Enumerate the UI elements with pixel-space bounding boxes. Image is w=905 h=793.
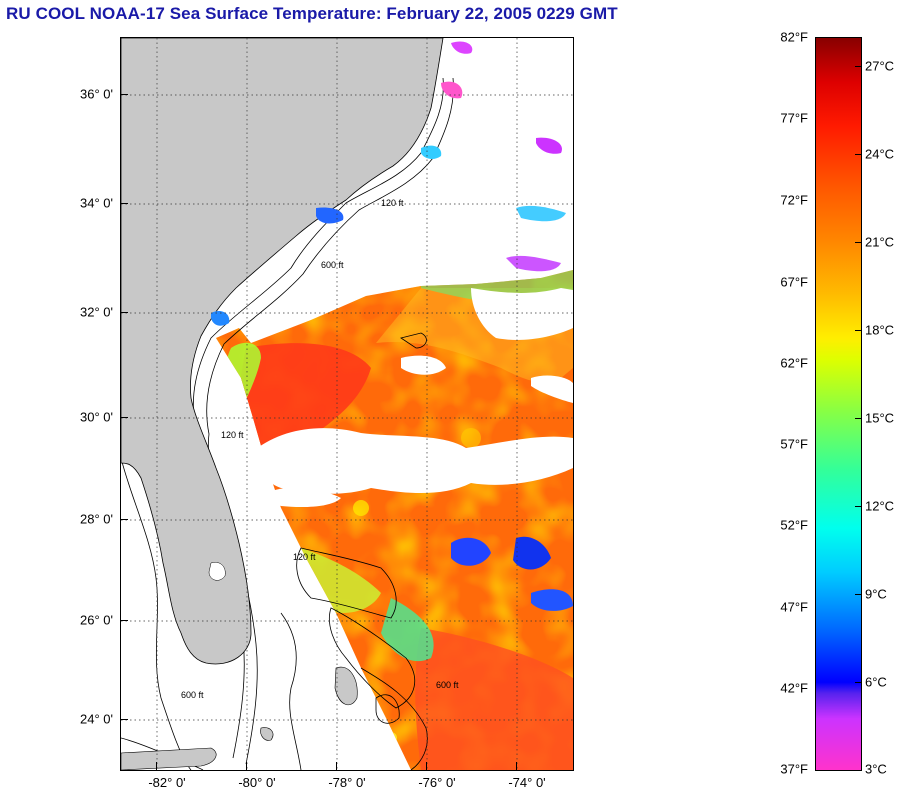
longitude-label: -82° 0' [148,775,186,790]
lat-tick [120,719,128,720]
colorbar-c-label: 27°C [865,58,895,74]
sst-map-canvas: 120 ft 600 ft 120 ft 600 ft 120 ft 600 f… [121,38,573,770]
lon-tick [156,762,157,770]
contour-label: 120 ft [221,430,244,440]
colorbar-f-label: 72°F [780,192,808,208]
colorbar-c-tick [855,330,861,331]
colorbar-c-label: 12°C [865,498,895,514]
contour-label: 120 ft [293,552,316,562]
lon-tick [336,762,337,770]
temperature-colorbar [815,37,862,771]
colorbar-c-tick [855,506,861,507]
latitude-label: 24° 0' [80,711,113,727]
lat-tick [120,94,128,95]
lat-tick [120,417,128,418]
lat-tick [120,312,128,313]
colorbar-c-tick [855,594,861,595]
graticule [121,38,573,770]
contour-label: 600 ft [181,690,204,700]
colorbar-f-label: 47°F [780,599,808,615]
latitude-label: 30° 0' [80,409,113,425]
colorbar-c-label: 24°C [865,146,895,162]
colorbar-c-label: 3°C [865,761,887,777]
lat-tick [120,519,128,520]
colorbar-c-label: 21°C [865,234,895,250]
colorbar-f-label: 82°F [780,29,808,45]
colorbar-f-label: 52°F [780,517,808,533]
sst-map: 120 ft 600 ft 120 ft 600 ft 120 ft 600 f… [120,37,574,771]
contour-label: 600 ft [436,680,459,690]
longitude-label: -78° 0' [328,775,366,790]
cloud-cover [251,288,573,508]
latitude-label: 36° 0' [80,86,113,102]
colorbar-c-label: 6°C [865,674,887,690]
contour-label: 600 ft [321,260,344,270]
lon-tick [516,762,517,770]
lat-tick [120,203,128,204]
lon-tick [426,762,427,770]
colorbar-c-tick [855,154,861,155]
contour-labels: 120 ft 600 ft 120 ft 600 ft 120 ft 600 f… [181,198,459,700]
contour-label: 120 ft [381,198,404,208]
colorbar-c-tick [855,66,861,67]
colorbar-c-label: 18°C [865,322,895,338]
colorbar-c-tick [855,682,861,683]
latitude-label: 32° 0' [80,304,113,320]
colorbar-f-label: 77°F [780,110,808,126]
colorbar-f-label: 57°F [780,436,808,452]
longitude-label: -80° 0' [238,775,276,790]
latitude-label: 34° 0' [80,195,113,211]
land-mass [121,38,444,665]
map-title: RU COOL NOAA-17 Sea Surface Temperature:… [6,4,618,23]
colorbar-c-label: 15°C [865,410,895,426]
longitude-label: -76° 0' [418,775,456,790]
latitude-label: 26° 0' [80,612,113,628]
lon-tick [246,762,247,770]
longitude-label: -74° 0' [508,775,546,790]
lat-tick [120,620,128,621]
colorbar-f-label: 42°F [780,680,808,696]
colorbar-c-tick [855,242,861,243]
colorbar-c-label: 9°C [865,586,887,602]
latitude-label: 28° 0' [80,511,113,527]
colorbar-f-label: 62°F [780,355,808,371]
colorbar-f-label: 37°F [780,761,808,777]
colorbar-c-tick [855,418,861,419]
colorbar-f-label: 67°F [780,274,808,290]
